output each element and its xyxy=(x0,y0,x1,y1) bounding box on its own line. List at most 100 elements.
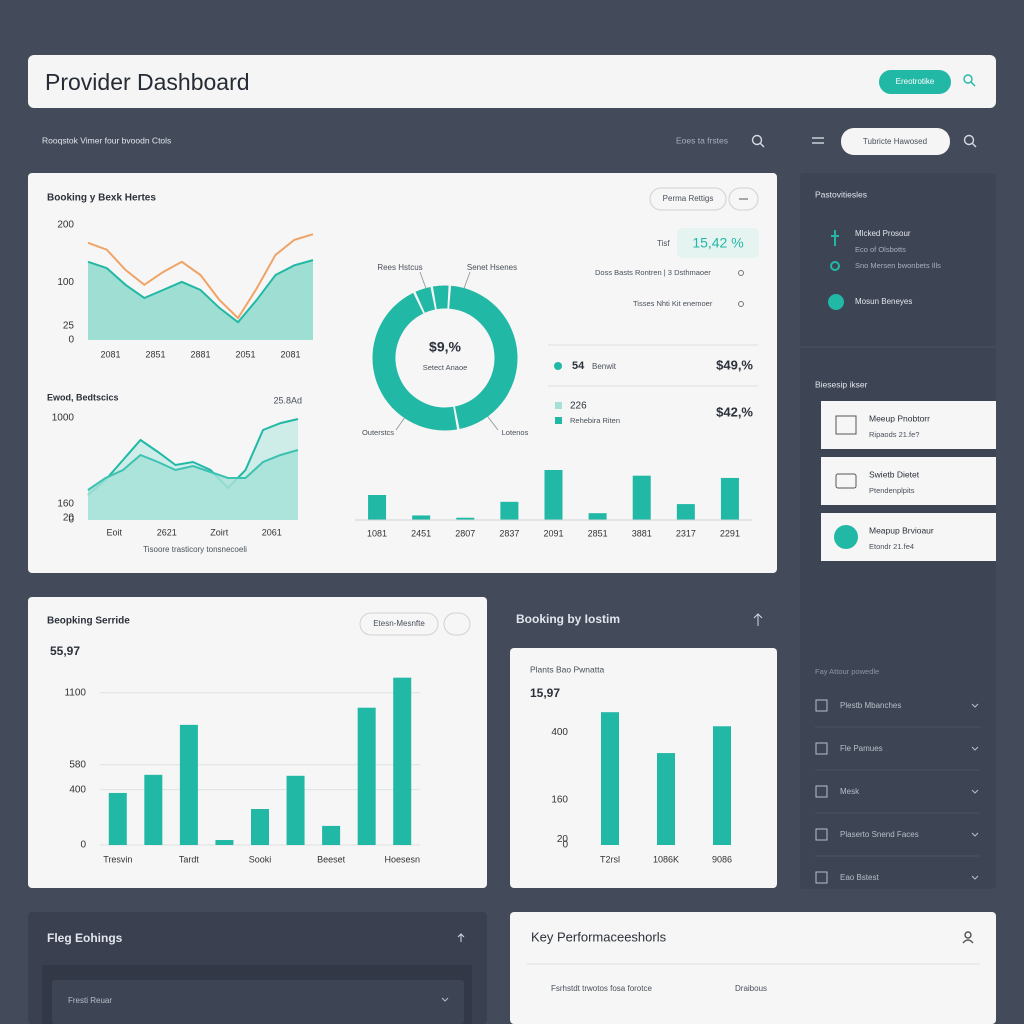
stat-amount: $42,% xyxy=(716,404,753,419)
dropdown[interactable] xyxy=(52,980,464,1024)
settings-button[interactable] xyxy=(649,187,727,211)
card-title: Plants Bao Pwnatta xyxy=(530,664,604,674)
x-tick-label: 2291 xyxy=(720,528,740,538)
menu-icon xyxy=(815,828,828,841)
card-icon xyxy=(834,525,858,549)
bar xyxy=(368,495,387,520)
x-tick-label: 2851 xyxy=(145,349,165,359)
search-icon[interactable] xyxy=(963,74,976,87)
stat-swatch xyxy=(555,417,562,424)
kpi-box xyxy=(677,228,759,258)
x-tick-label: 2451 xyxy=(411,528,431,538)
x-tick-label: 2621 xyxy=(157,527,177,537)
header-button[interactable] xyxy=(879,70,951,94)
search-icon[interactable] xyxy=(963,134,977,148)
panel-title: Booking by Iostim xyxy=(516,612,620,626)
filter-button[interactable] xyxy=(359,612,439,636)
location-card xyxy=(510,648,777,888)
y-tick-label: 0 xyxy=(562,840,568,851)
donut-label: Outerstcs xyxy=(362,428,394,437)
header-button-label: Ereotrotike xyxy=(896,77,935,86)
more-button[interactable] xyxy=(443,612,471,636)
line xyxy=(87,449,299,491)
sidebar-menu: Plestb Mbanches Fle Pamues Mesk Plaserto Sn… xyxy=(815,699,980,884)
menu-icon xyxy=(815,742,828,755)
card-icon xyxy=(835,415,857,435)
user-icon[interactable] xyxy=(962,931,974,944)
menu-icon[interactable] xyxy=(812,137,824,144)
kpi-value: 15,42 % xyxy=(692,235,743,251)
card-icon xyxy=(835,473,857,489)
y-tick-label: 0 xyxy=(68,335,74,346)
bar xyxy=(657,753,675,845)
filter-search-icon[interactable] xyxy=(751,134,765,148)
bar xyxy=(251,809,269,845)
panel-title: Booking y Bexk Hertes xyxy=(47,193,156,204)
bar xyxy=(215,840,234,845)
menu-item: Eao Bstest xyxy=(840,873,879,882)
chevron xyxy=(971,746,979,751)
column-header: Fsrhstdt trwotos fosa forotce xyxy=(551,984,652,993)
area xyxy=(88,260,313,340)
page-title: Provider Dashboard xyxy=(45,69,250,95)
y-tick-label: 25 xyxy=(63,320,75,331)
stat-count: 54 xyxy=(572,360,585,372)
chart-title: Ewod, Bedtscics xyxy=(47,392,119,402)
bar xyxy=(720,477,739,520)
x-tick-label: 1086K xyxy=(653,854,679,864)
y-tick-label: 20 xyxy=(63,513,75,524)
bar xyxy=(393,677,412,845)
bar xyxy=(108,792,127,845)
chevron xyxy=(971,832,979,837)
note: Tisses Nhti Kit enemoer xyxy=(633,299,713,308)
kpi-label: Tisf xyxy=(657,239,670,248)
activity-icon xyxy=(830,261,840,271)
y-tick-label: 20 xyxy=(557,834,569,845)
x-tick-label: 2881 xyxy=(190,349,210,359)
chart-annotation: 25.8Ad xyxy=(273,395,302,405)
filter-label[interactable]: Eoes ta frstes xyxy=(676,135,728,145)
stat-amount: $49,% xyxy=(716,357,753,372)
bar xyxy=(500,501,519,520)
sort-icon[interactable] xyxy=(753,613,763,626)
activity-item: Sno Mersen bwonbets Ills xyxy=(855,261,941,270)
card-title: Meapup Brvioaur xyxy=(869,525,934,535)
stat-dot xyxy=(554,362,562,370)
header-bar xyxy=(28,55,996,108)
x-tick-label: T2rsl xyxy=(600,854,620,864)
provider-card[interactable] xyxy=(821,457,996,505)
menu-item: Plaserto Snend Faces xyxy=(840,830,919,839)
y-tick-label: 1100 xyxy=(64,687,86,698)
search-pill-label: Tubricte Hawosed xyxy=(863,137,927,146)
bar xyxy=(601,712,619,845)
activity-item: Mlcked Prosour xyxy=(855,229,911,238)
chevron xyxy=(971,789,979,794)
donut-center-value: $9,% xyxy=(429,339,461,355)
y-tick-label: 100 xyxy=(57,277,74,288)
x-tick-label: Beeset xyxy=(317,854,346,864)
donut-label: Rees Hstcus xyxy=(377,263,422,272)
line xyxy=(87,233,314,320)
bar xyxy=(456,517,475,520)
x-tick-label: 2081 xyxy=(280,349,300,359)
line xyxy=(87,259,314,324)
donut-label: Senet Hsenes xyxy=(467,263,517,272)
x-tick-label: 9086 xyxy=(712,854,732,864)
x-tick-label: 2317 xyxy=(676,528,696,538)
menu-icon xyxy=(815,871,828,884)
search-pill[interactable] xyxy=(841,128,950,155)
menu-icon xyxy=(815,699,828,712)
provider-card[interactable] xyxy=(821,401,996,449)
stat-swatch xyxy=(555,402,562,409)
donut-segment xyxy=(415,286,436,313)
card-subtitle: Ripaods 21.fe? xyxy=(869,430,919,439)
bar xyxy=(632,475,651,520)
y-tick-label: 200 xyxy=(57,220,74,231)
card-title: Meeup Pnobtorr xyxy=(869,413,930,423)
more-button[interactable] xyxy=(728,187,759,211)
bar xyxy=(357,707,376,845)
sort-icon[interactable] xyxy=(457,933,465,942)
panel-total: 55,97 xyxy=(50,644,80,658)
